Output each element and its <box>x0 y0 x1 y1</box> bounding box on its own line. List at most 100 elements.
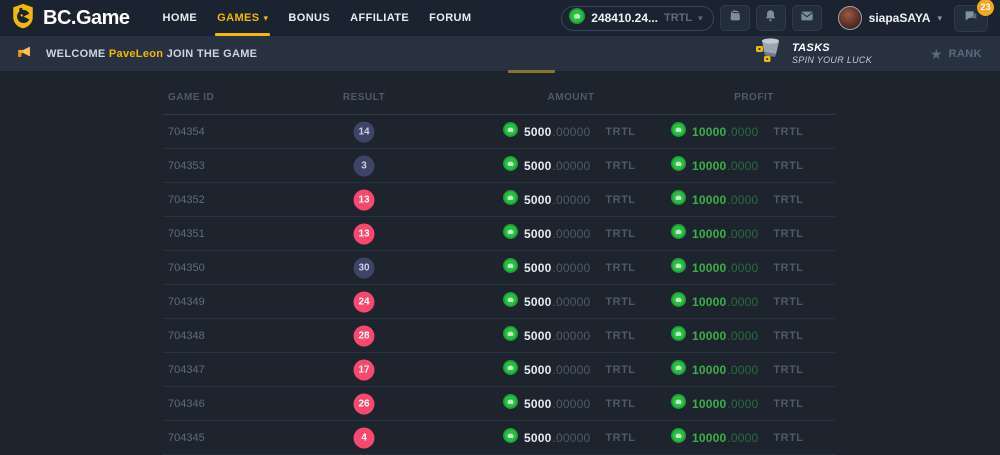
balance-dropdown[interactable]: 248410.24... TRTL ▾ <box>561 5 714 31</box>
header-profit: PROFIT <box>734 92 774 103</box>
trtl-coin-icon <box>671 359 686 380</box>
table-row[interactable]: 704350 30 5000 .00000 TRTL <box>163 251 836 285</box>
result-badge: 26 <box>353 393 375 414</box>
chevron-down-icon: ▾ <box>698 12 703 23</box>
profit-cell: 10000 .0000 TRTL <box>671 393 804 414</box>
table-row[interactable]: 704345 4 5000 .00000 TRTL 1 <box>163 421 836 455</box>
amount-cell: 5000 .00000 TRTL <box>503 325 636 346</box>
trtl-coin-icon <box>503 155 518 176</box>
game-id: 704351 <box>168 227 205 240</box>
game-id: 704350 <box>168 261 205 274</box>
profit-currency: TRTL <box>773 363 804 376</box>
amount-cell: 5000 .00000 TRTL <box>503 291 636 312</box>
bcgame-logo-icon <box>10 3 36 34</box>
profit-decimals: .0000 <box>727 362 759 377</box>
profit-currency: TRTL <box>773 159 804 172</box>
tasks-title: TASKS <box>791 42 830 54</box>
trtl-coin-icon <box>503 121 518 142</box>
profit-decimals: .0000 <box>727 430 759 445</box>
amount-integer: 5000 <box>524 124 552 139</box>
profit-integer: 10000 <box>692 294 727 309</box>
trtl-coin-icon <box>671 223 686 244</box>
result-badge: 13 <box>353 223 375 244</box>
user-menu[interactable]: siapaSAYA ▾ <box>837 6 942 30</box>
trtl-coin-icon <box>671 427 686 448</box>
amount-decimals: .00000 <box>552 124 591 139</box>
trtl-coin-icon <box>671 393 686 414</box>
avatar <box>837 6 862 30</box>
chevron-down-icon: ▾ <box>263 12 269 23</box>
chat-unread-badge: 23 <box>977 0 994 16</box>
trtl-coin-icon <box>671 189 686 210</box>
amount-cell: 5000 .00000 TRTL <box>503 155 636 176</box>
result-badge: 14 <box>353 121 375 142</box>
amount-integer: 5000 <box>524 158 552 173</box>
nav-item-forum[interactable]: FORUM <box>429 12 472 24</box>
result-badge: 28 <box>353 325 375 346</box>
profit-currency: TRTL <box>773 227 804 240</box>
trtl-coin-icon <box>503 359 518 380</box>
rank-shortcut[interactable]: ★ RANK <box>930 47 982 61</box>
profit-decimals: .0000 <box>727 226 759 241</box>
profit-decimals: .0000 <box>727 396 759 411</box>
navbar-right: 248410.24... TRTL ▾ <box>561 0 994 32</box>
amount-decimals: .00000 <box>552 430 591 445</box>
profit-currency: TRTL <box>773 329 804 342</box>
trtl-coin-icon <box>569 7 586 29</box>
table-row[interactable]: 704352 13 5000 .00000 TRTL <box>163 183 836 217</box>
star-icon: ★ <box>930 45 943 62</box>
amount-integer: 5000 <box>524 328 552 343</box>
amount-integer: 5000 <box>524 260 552 275</box>
wallet-button[interactable] <box>719 5 750 31</box>
amount-currency: TRTL <box>605 125 636 138</box>
nav-item-home[interactable]: HOME <box>162 12 198 24</box>
table-row[interactable]: 704346 26 5000 .00000 TRTL <box>163 387 836 421</box>
megaphone-icon <box>14 42 33 66</box>
amount-currency: TRTL <box>605 363 636 376</box>
announcement-bar: WELCOME PaveLeon JOIN THE GAME TASKS SPI… <box>0 36 1000 73</box>
nav-item-games[interactable]: GAMES ▾ <box>215 0 271 36</box>
main-menu: HOME GAMES ▾ BONUS AFFILIATE FORUM <box>163 0 472 36</box>
profit-integer: 10000 <box>692 158 727 173</box>
table-row[interactable]: 704353 3 5000 .00000 TRTL 1 <box>163 149 836 183</box>
tasks-subtitle: SPIN YOUR LUCK <box>791 54 873 65</box>
table-row[interactable]: 704351 13 5000 .00000 TRTL <box>163 217 836 251</box>
messages-button[interactable] <box>791 5 822 31</box>
trtl-coin-icon <box>671 155 686 176</box>
tasks-shortcut[interactable]: TASKS SPIN YOUR LUCK <box>752 37 872 70</box>
nav-item-bonus[interactable]: BONUS <box>288 12 331 24</box>
nav-item-affiliate[interactable]: AFFILIATE <box>350 12 410 24</box>
brand-name: BC.Game <box>43 6 130 29</box>
notifications-button[interactable] <box>755 5 786 31</box>
game-id: 704346 <box>168 397 205 410</box>
profit-cell: 10000 .0000 TRTL <box>671 427 804 448</box>
table-row[interactable]: 704349 24 5000 .00000 TRTL <box>163 285 836 319</box>
profit-currency: TRTL <box>773 125 804 138</box>
content-area: GAME ID RESULT AMOUNT PROFIT 704354 14 5… <box>0 71 1000 455</box>
game-id: 704347 <box>168 363 205 376</box>
result-badge: 3 <box>353 155 375 176</box>
profit-decimals: .0000 <box>727 158 759 173</box>
chat-toggle-button[interactable]: 23 <box>954 0 994 32</box>
trtl-coin-icon <box>671 257 686 278</box>
balance-currency: TRTL <box>664 12 693 24</box>
amount-currency: TRTL <box>605 227 636 240</box>
table-row[interactable]: 704347 17 5000 .00000 TRTL <box>163 353 836 387</box>
table-header: GAME ID RESULT AMOUNT PROFIT <box>163 83 836 115</box>
profit-integer: 10000 <box>692 124 727 139</box>
amount-cell: 5000 .00000 TRTL <box>503 121 636 142</box>
table-row[interactable]: 704348 28 5000 .00000 TRTL <box>163 319 836 353</box>
profit-decimals: .0000 <box>727 124 759 139</box>
profit-currency: TRTL <box>773 397 804 410</box>
profit-integer: 10000 <box>692 328 727 343</box>
table-row[interactable]: 704354 14 5000 .00000 TRTL <box>163 115 836 149</box>
profit-currency: TRTL <box>773 193 804 206</box>
profit-cell: 10000 .0000 TRTL <box>671 291 804 312</box>
profit-cell: 10000 .0000 TRTL <box>671 325 804 346</box>
amount-decimals: .00000 <box>552 260 591 275</box>
amount-integer: 5000 <box>524 192 552 207</box>
game-id: 704352 <box>168 193 205 206</box>
brand-logo[interactable]: BC.Game <box>10 3 130 34</box>
amount-cell: 5000 .00000 TRTL <box>503 359 636 380</box>
profit-integer: 10000 <box>692 430 727 445</box>
